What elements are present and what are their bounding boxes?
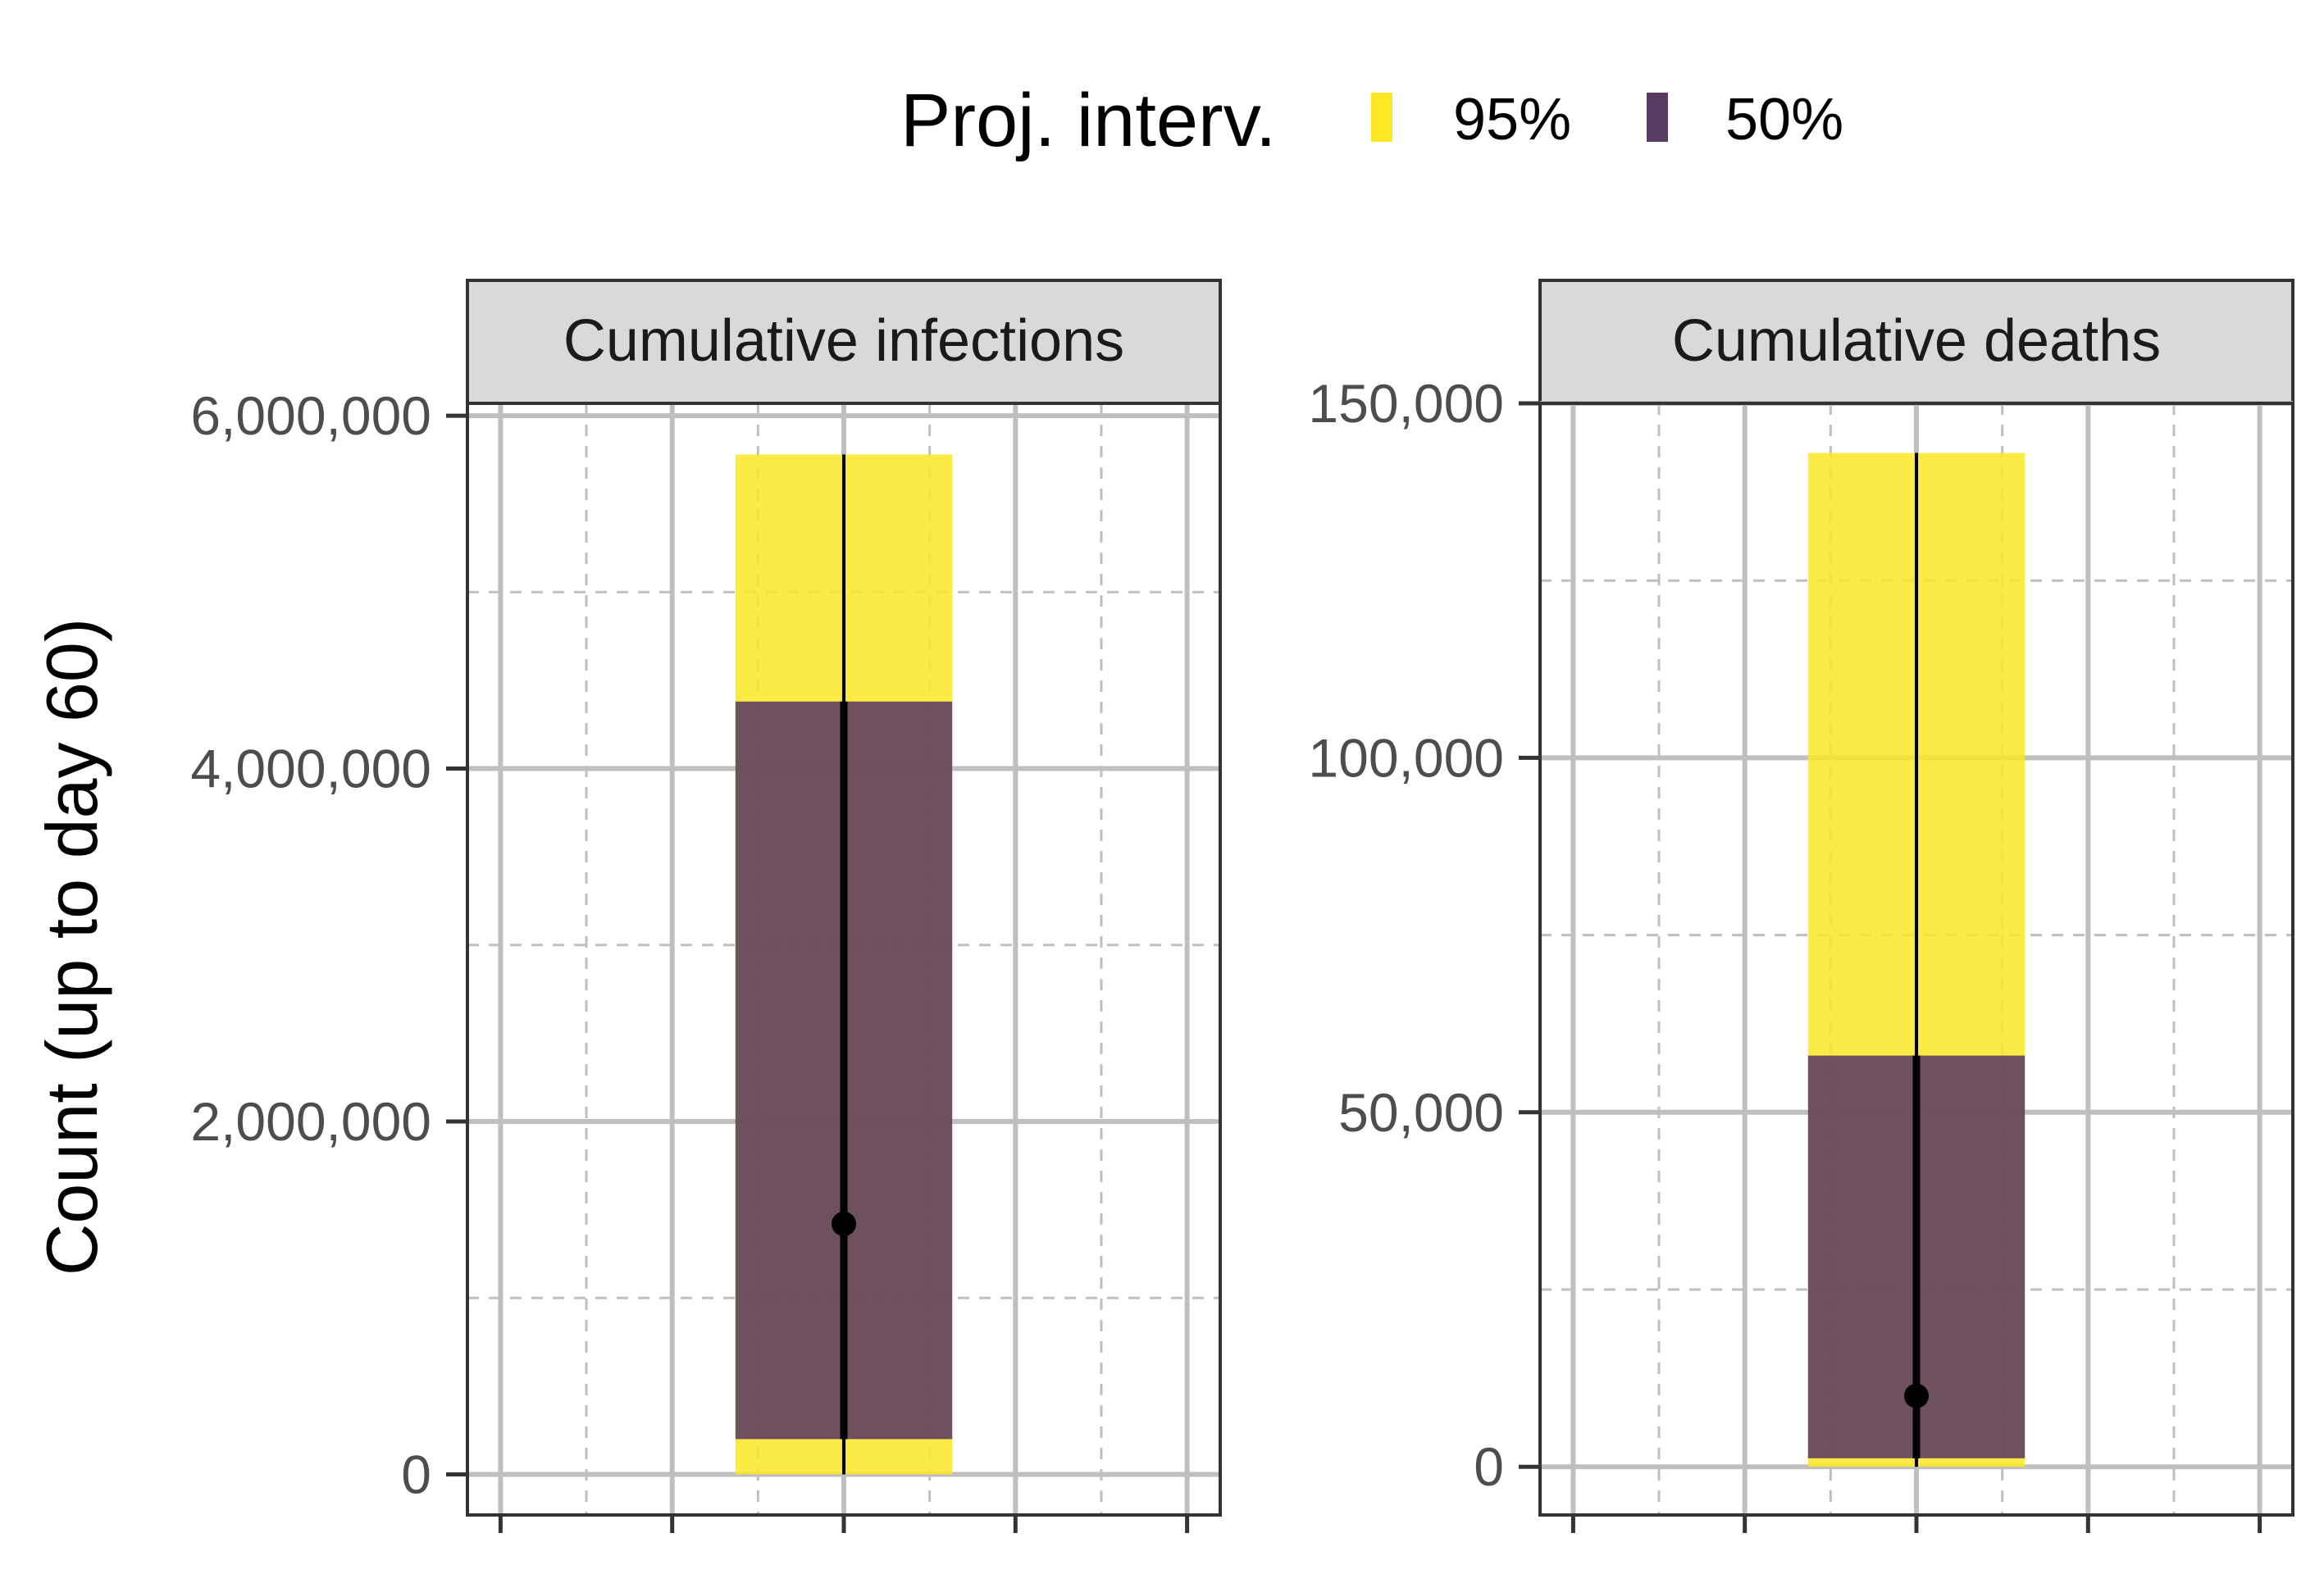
y-tick-label: 0: [1474, 1436, 1504, 1497]
legend-title: Proj. interv.: [900, 79, 1276, 162]
median-point: [1904, 1383, 1929, 1408]
y-tick-label: 2,000,000: [190, 1091, 431, 1152]
y-tick-label: 100,000: [1308, 727, 1504, 788]
legend-label-50: 50%: [1725, 87, 1843, 152]
legend-label-95: 95%: [1453, 87, 1571, 152]
panel-cumulative-deaths: Cumulative deaths 0 50,000 100,000 150,000: [1308, 279, 2294, 1533]
legend-key-95: [1371, 93, 1392, 142]
panel-strip: [1538, 279, 2294, 405]
legend: Proj. interv. 95% 50%: [900, 79, 1843, 162]
y-axis-title: Count (up to day 60): [31, 618, 112, 1276]
median-point: [832, 1211, 856, 1236]
y-tick-label: 150,000: [1308, 373, 1504, 434]
panel-title: Cumulative infections: [563, 308, 1124, 374]
y-tick-label: 50,000: [1338, 1082, 1504, 1143]
panel-cumulative-infections: Cumulative infections 0 2,000,000 4,000,00…: [190, 279, 1222, 1533]
panel-title: Cumulative deaths: [1672, 308, 2161, 374]
y-tick-label: 6,000,000: [190, 385, 431, 446]
panel-strip: [466, 279, 1222, 405]
y-tick-label: 4,000,000: [190, 739, 431, 799]
y-tick-label: 0: [401, 1444, 431, 1504]
legend-key-50: [1647, 93, 1668, 142]
